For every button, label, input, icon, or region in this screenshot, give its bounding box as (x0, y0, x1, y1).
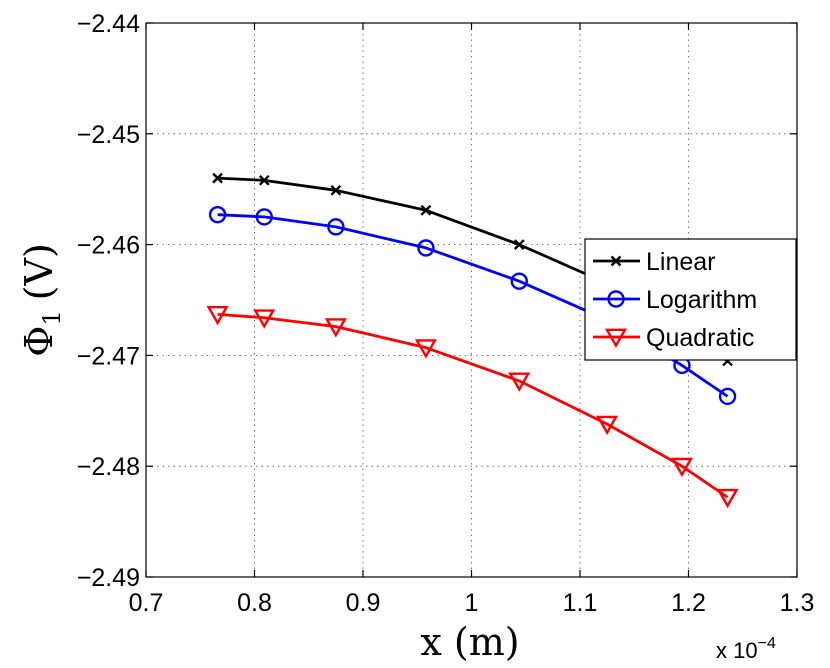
data-point-linear-stroke-b (258, 174, 270, 186)
y-axis-title-symbol: Φ (17, 326, 61, 357)
y-tick-label: −2.44 (77, 10, 140, 38)
data-point-logarithm (208, 205, 227, 224)
y-tick-label: −2.47 (77, 342, 140, 370)
data-point-linear-stroke-b (420, 204, 432, 216)
data-point-linear-stroke-b (330, 184, 342, 196)
y-axis-title-subscript: 1 (38, 310, 66, 325)
data-point-logarithm (255, 208, 273, 226)
y-axis-title-unit: (V) (17, 243, 61, 300)
data-point-quadratic (324, 318, 347, 338)
y-tick-label: −2.48 (77, 453, 140, 481)
legend: Linear Logarithm Quadratic (584, 238, 797, 361)
y-tick-label: −2.46 (77, 232, 140, 260)
data-point-linear (258, 174, 270, 186)
x-tick-label: 0.9 (346, 589, 381, 617)
data-point-quadratic (716, 488, 739, 509)
y-tick-label: −2.45 (77, 121, 140, 149)
data-point-linear (330, 184, 342, 196)
legend-label-linear: Linear (646, 248, 716, 276)
ticks (145, 22, 798, 578)
data-point-linear (513, 239, 525, 250)
x-tick-label: 0.8 (237, 589, 272, 617)
data-point-quadratic (206, 306, 229, 326)
data-point-logarithm (718, 387, 737, 406)
data-point-linear-stroke-b (212, 172, 223, 184)
x-tick-label: 1.2 (671, 589, 706, 617)
x-tick-label: 1.1 (563, 589, 598, 617)
x-multiplier-exponent: −4 (758, 635, 776, 652)
x-multiplier-base: x 10 (716, 638, 758, 663)
data-point-quadratic (670, 457, 694, 478)
x-tick-label: 1.3 (780, 589, 815, 617)
y-axis-title: Φ1 (V) (17, 243, 66, 357)
data-point-quadratic (414, 339, 437, 359)
legend-marker-linear-stroke-b (610, 255, 622, 267)
x-multiplier-label: x 10−4 (716, 635, 776, 663)
data-point-quadratic (508, 372, 531, 392)
y-tick-label: −2.49 (77, 564, 140, 592)
data-point-quadratic (596, 415, 619, 436)
legend-marker-logarithm (607, 290, 625, 308)
x-tick-label: 1 (465, 589, 479, 617)
x-axis-title: x (m) (420, 620, 519, 664)
tick-labels: 0.7 0.8 0.9 1 1.1 1.2 1.3 −2.44 −2.45 −2.46 −2.47 −… (77, 10, 815, 617)
data-point-linear (212, 172, 223, 184)
x-tick-label: 0.7 (129, 589, 164, 617)
legend-marker-linear (610, 255, 622, 267)
legend-marker-quadratic (604, 328, 628, 348)
series-line-quadratic (217, 313, 729, 499)
data-point-logarithm (327, 218, 345, 236)
data-point-linear (420, 204, 432, 216)
data-point-quadratic (253, 309, 276, 329)
data-point-logarithm (417, 239, 435, 257)
series-quadratic (206, 306, 739, 509)
legend-label-quadratic: Quadratic (646, 324, 754, 352)
legend-label-logarithm: Logarithm (646, 286, 757, 314)
grid (146, 23, 797, 577)
data-point-linear-stroke-b (513, 239, 525, 250)
data-point-logarithm (510, 272, 528, 290)
